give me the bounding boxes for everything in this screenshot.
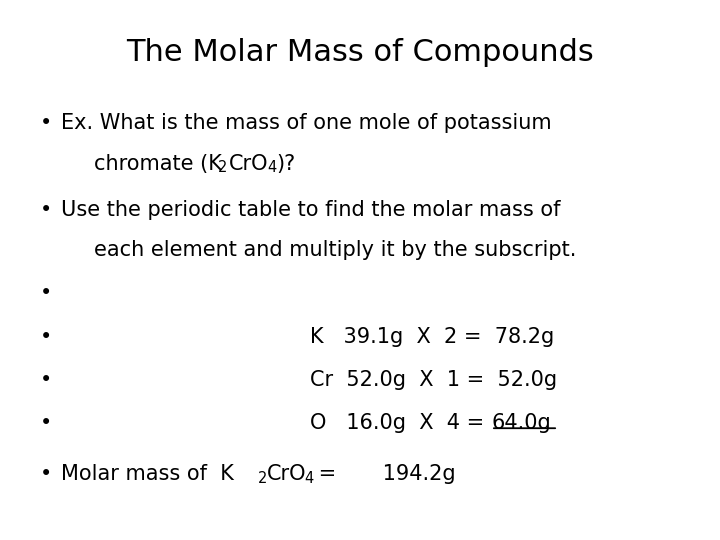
Text: •: • bbox=[40, 370, 52, 390]
Text: K   39.1g  X  2 =  78.2g: K 39.1g X 2 = 78.2g bbox=[310, 327, 554, 347]
Text: 2: 2 bbox=[258, 471, 267, 486]
Text: 2: 2 bbox=[218, 160, 228, 176]
Text: O   16.0g  X  4 =: O 16.0g X 4 = bbox=[310, 413, 497, 433]
Text: •: • bbox=[40, 327, 52, 347]
Text: chromate (K: chromate (K bbox=[94, 154, 222, 174]
Text: •: • bbox=[40, 464, 52, 484]
Text: •: • bbox=[40, 413, 52, 433]
Text: =       194.2g: = 194.2g bbox=[312, 464, 456, 484]
Text: •: • bbox=[40, 284, 52, 303]
Text: 4: 4 bbox=[304, 471, 313, 486]
Text: 64.0g: 64.0g bbox=[491, 413, 551, 433]
Text: Use the periodic table to find the molar mass of: Use the periodic table to find the molar… bbox=[61, 200, 561, 220]
Text: •: • bbox=[40, 113, 52, 133]
Text: CrO: CrO bbox=[229, 154, 269, 174]
Text: Ex. What is the mass of one mole of potassium: Ex. What is the mass of one mole of pota… bbox=[61, 113, 552, 133]
Text: Cr  52.0g  X  1 =  52.0g: Cr 52.0g X 1 = 52.0g bbox=[310, 370, 557, 390]
Text: Molar mass of  K: Molar mass of K bbox=[61, 464, 234, 484]
Text: each element and multiply it by the subscript.: each element and multiply it by the subs… bbox=[94, 240, 576, 260]
Text: •: • bbox=[40, 200, 52, 220]
Text: The Molar Mass of Compounds: The Molar Mass of Compounds bbox=[126, 38, 594, 67]
Text: 4: 4 bbox=[267, 160, 276, 176]
Text: )?: )? bbox=[276, 154, 296, 174]
Text: CrO: CrO bbox=[267, 464, 307, 484]
